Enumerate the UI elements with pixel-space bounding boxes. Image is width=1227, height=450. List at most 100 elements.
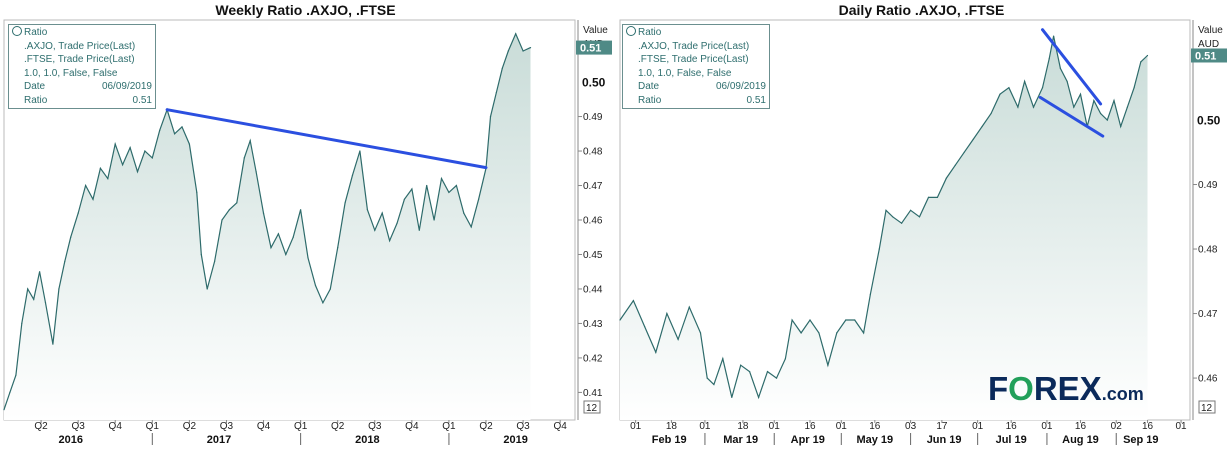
x-group-label: 2019 — [503, 434, 527, 446]
data-point — [426, 184, 428, 187]
data-point — [136, 171, 139, 173]
x-tick-label: Q4 — [553, 421, 567, 432]
data-point — [33, 298, 35, 300]
data-point — [619, 319, 621, 321]
data-point — [1066, 80, 1068, 82]
data-point — [85, 184, 87, 187]
data-point — [206, 288, 208, 290]
data-point — [440, 178, 443, 180]
data-point — [522, 50, 524, 52]
legend-ratio-row: Ratio 0.51 — [626, 94, 766, 108]
data-point — [1140, 61, 1142, 63]
x-tick-label: Q1 — [294, 421, 308, 432]
data-point — [869, 293, 871, 295]
x-tick-label: Q1 — [146, 421, 160, 432]
data-point — [963, 151, 965, 153]
x-group-label: Aug 19 — [1062, 434, 1099, 446]
data-point — [151, 157, 153, 159]
legend-date-row: Date 06/09/2019 — [12, 80, 152, 94]
x-tick-label: 01 — [769, 421, 781, 432]
data-point — [954, 164, 956, 166]
data-point — [515, 33, 517, 35]
data-point — [70, 236, 72, 238]
legend-date-value: 06/09/2019 — [101, 81, 152, 92]
chart-settings-icon — [12, 26, 22, 36]
data-point — [1133, 87, 1135, 89]
data-point — [666, 312, 668, 315]
legend-line: .FTSE, Trade Price(Last) — [24, 54, 135, 65]
corner-box — [1198, 400, 1216, 414]
data-point — [1008, 87, 1010, 89]
forex-logo: FOREX.com — [988, 370, 1144, 407]
data-point — [529, 47, 532, 49]
data-point — [351, 174, 354, 176]
data-point — [981, 125, 983, 128]
data-point — [389, 240, 391, 242]
data-point — [1126, 106, 1128, 108]
data-point — [791, 319, 793, 321]
series-area — [620, 36, 1148, 420]
data-point — [159, 129, 161, 131]
data-point — [632, 300, 634, 302]
data-point — [1106, 119, 1108, 121]
x-tick-label: 03 — [905, 421, 917, 432]
legend-line: .AXJO, Trade Price(Last) — [638, 40, 750, 52]
y-tick-label: 0.46 — [583, 216, 603, 227]
data-point — [200, 253, 202, 256]
x-tick-label: 16 — [1142, 421, 1154, 432]
data-point — [9, 391, 11, 393]
data-point — [706, 377, 708, 379]
y-tick-label: 0.48 — [1198, 245, 1218, 256]
data-point — [181, 126, 183, 128]
data-point — [463, 212, 465, 214]
x-tick-label: 02 — [1111, 421, 1123, 432]
y-tick-label-bold: 0.50 — [1197, 114, 1221, 128]
data-point — [448, 191, 450, 193]
x-tick-label: Q2 — [479, 421, 493, 432]
chart-title: Weekly Ratio .AXJO, .FTSE — [215, 2, 396, 18]
x-tick-label: 16 — [804, 421, 816, 432]
data-point — [1093, 100, 1095, 102]
data-point — [478, 198, 480, 200]
data-point — [1073, 106, 1075, 108]
data-point — [809, 319, 811, 321]
x-group-label: May 19 — [856, 434, 893, 446]
data-point — [114, 143, 116, 145]
data-point — [44, 302, 47, 304]
data-point — [863, 332, 865, 334]
data-point — [344, 202, 346, 204]
x-tick-label: 18 — [737, 421, 749, 432]
data-point — [784, 358, 786, 360]
x-group-label: 2018 — [355, 434, 379, 446]
x-group-label: 2017 — [207, 434, 231, 446]
daily-ratio-chart: 0.460.470.480.490.510.50ValueAUD0.511201… — [619, 19, 1227, 446]
trendline — [1038, 95, 1105, 138]
data-point — [1113, 100, 1115, 102]
data-point — [255, 171, 257, 173]
data-point — [677, 338, 679, 340]
data-point — [758, 396, 760, 398]
data-point — [21, 322, 23, 324]
data-point — [92, 198, 94, 200]
x-tick-label: Q2 — [34, 421, 48, 432]
y-tick-label: 0.42 — [583, 353, 603, 364]
data-point — [58, 288, 60, 290]
x-group-label: 2016 — [58, 434, 82, 446]
trendline — [1041, 28, 1103, 106]
data-point — [501, 67, 503, 69]
data-point — [52, 343, 54, 345]
chart-settings-icon — [626, 26, 636, 36]
y-tick-label: 0.48 — [583, 147, 603, 158]
data-point — [77, 212, 79, 214]
x-group-label: Apr 19 — [791, 434, 825, 446]
data-point — [507, 50, 509, 52]
legend-line: .FTSE, Trade Price(Last) — [638, 54, 749, 65]
data-point — [15, 374, 17, 376]
data-point — [300, 209, 302, 211]
data-point — [1059, 67, 1061, 69]
data-point — [39, 271, 41, 273]
data-point — [277, 233, 279, 235]
y-tick-label: 0.49 — [583, 112, 603, 123]
x-tick-label: Q4 — [405, 421, 419, 432]
x-tick-label: Q2 — [183, 421, 197, 432]
